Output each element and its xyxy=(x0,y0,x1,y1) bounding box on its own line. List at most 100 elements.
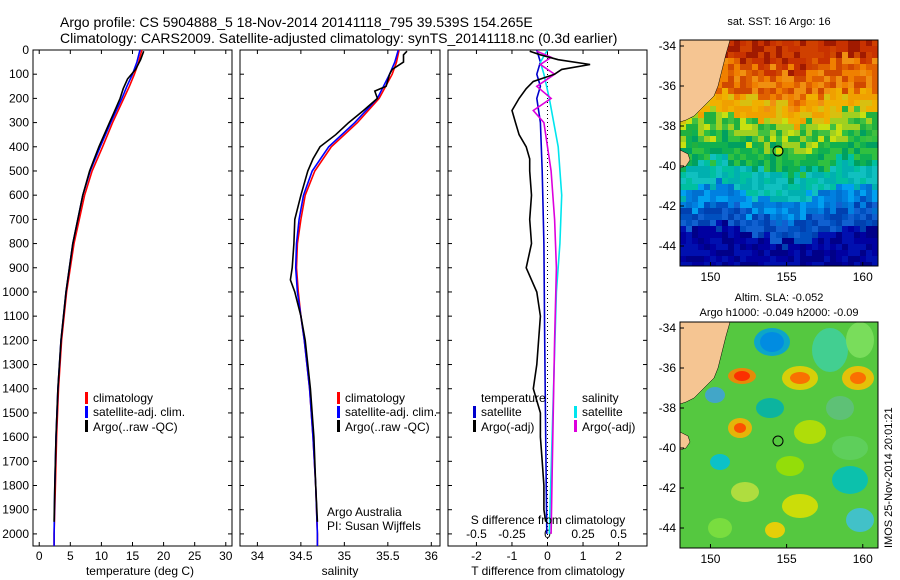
sst-cell xyxy=(872,52,878,58)
sst-y-ticks: -34 -36 -38 -40 -42 -44 xyxy=(659,39,684,253)
sst-cell xyxy=(824,136,830,142)
sst-cell xyxy=(686,142,692,148)
sst-cell xyxy=(794,202,800,208)
sst-cell xyxy=(824,88,830,94)
sla-eddy xyxy=(756,398,784,418)
sst-cell xyxy=(830,208,836,214)
sst-cell xyxy=(866,52,872,58)
temperature-lines xyxy=(53,49,145,546)
sst-cell xyxy=(776,94,782,100)
sst-cell xyxy=(854,88,860,94)
sst-cell xyxy=(854,262,860,266)
sst-cell xyxy=(782,202,788,208)
sst-cell xyxy=(848,244,854,250)
sst-cell xyxy=(728,130,734,136)
sst-cell xyxy=(824,64,830,70)
legend-swatch-argo xyxy=(85,420,88,432)
sst-cell xyxy=(716,118,722,124)
sst-cell xyxy=(848,40,854,46)
sst-cell xyxy=(728,40,734,46)
sst-cell xyxy=(680,208,686,214)
x-tick-label: 25 xyxy=(188,549,202,563)
sst-cell xyxy=(842,136,848,142)
sst-cell xyxy=(758,76,764,82)
sst-cell xyxy=(710,148,716,154)
x-tick-label: -2 xyxy=(471,549,482,563)
sst-cell xyxy=(752,262,758,266)
sst-cell xyxy=(710,244,716,250)
sla-heatmap xyxy=(705,322,874,538)
sst-cell xyxy=(740,118,746,124)
sst-cell xyxy=(776,160,782,166)
sst-cell xyxy=(866,202,872,208)
sst-cell xyxy=(758,82,764,88)
sst-cell xyxy=(686,178,692,184)
sst-cell xyxy=(788,40,794,46)
sst-cell xyxy=(806,154,812,160)
sst-cell xyxy=(782,52,788,58)
sst-cell xyxy=(764,190,770,196)
sst-cell xyxy=(848,214,854,220)
sst-cell xyxy=(728,154,734,160)
sst-cell xyxy=(716,214,722,220)
sst-cell xyxy=(734,196,740,202)
sst-cell xyxy=(734,142,740,148)
legend-label-s-satellite: satellite xyxy=(582,405,623,419)
sst-cell xyxy=(782,178,788,184)
sst-cell xyxy=(788,94,794,100)
sst-cell xyxy=(848,166,854,172)
sst-cell xyxy=(860,100,866,106)
sst-cell xyxy=(752,244,758,250)
sst-cell xyxy=(788,118,794,124)
sst-cell xyxy=(692,154,698,160)
sst-cell xyxy=(722,142,728,148)
sst-cell xyxy=(788,52,794,58)
sst-cell xyxy=(860,256,866,262)
sst-cell xyxy=(854,220,860,226)
sst-cell xyxy=(698,256,704,262)
sst-cell xyxy=(704,148,710,154)
legend-swatch-t-satellite xyxy=(473,406,476,418)
sst-cell xyxy=(740,88,746,94)
sst-cell xyxy=(854,160,860,166)
sst-cell xyxy=(836,244,842,250)
sst-cell xyxy=(764,70,770,76)
sst-cell xyxy=(734,154,740,160)
sst-cell xyxy=(716,196,722,202)
sst-cell xyxy=(782,130,788,136)
sst-cell xyxy=(746,250,752,256)
sst-cell xyxy=(704,202,710,208)
sst-cell xyxy=(806,238,812,244)
sst-cell xyxy=(746,262,752,266)
legend-swatch-s-satellite xyxy=(574,406,577,418)
sst-cell xyxy=(830,202,836,208)
sst-cell xyxy=(734,100,740,106)
sst-cell xyxy=(824,142,830,148)
sst-cell xyxy=(824,160,830,166)
sst-cell xyxy=(734,262,740,266)
sst-cell xyxy=(836,70,842,76)
sst-cell xyxy=(764,244,770,250)
sst-cell xyxy=(752,196,758,202)
sst-cell xyxy=(740,262,746,266)
sst-cell xyxy=(746,196,752,202)
sst-cell xyxy=(872,184,878,190)
sst-cell xyxy=(764,154,770,160)
sst-cell xyxy=(734,190,740,196)
sst-cell xyxy=(692,238,698,244)
sst-cell xyxy=(818,154,824,160)
sst-cell xyxy=(812,250,818,256)
sst-cell xyxy=(752,112,758,118)
x-tick-label: 2 xyxy=(615,549,622,563)
sst-cell xyxy=(800,220,806,226)
y-tick-label: 200 xyxy=(9,91,29,105)
sst-cell xyxy=(680,214,686,220)
y-tick-label: 1700 xyxy=(2,454,29,468)
sst-cell xyxy=(854,76,860,82)
sst-cell xyxy=(692,256,698,262)
sla-eddy xyxy=(832,466,868,494)
sst-cell xyxy=(800,88,806,94)
sst-cell xyxy=(770,184,776,190)
sst-cell xyxy=(848,232,854,238)
sst-cell xyxy=(830,88,836,94)
